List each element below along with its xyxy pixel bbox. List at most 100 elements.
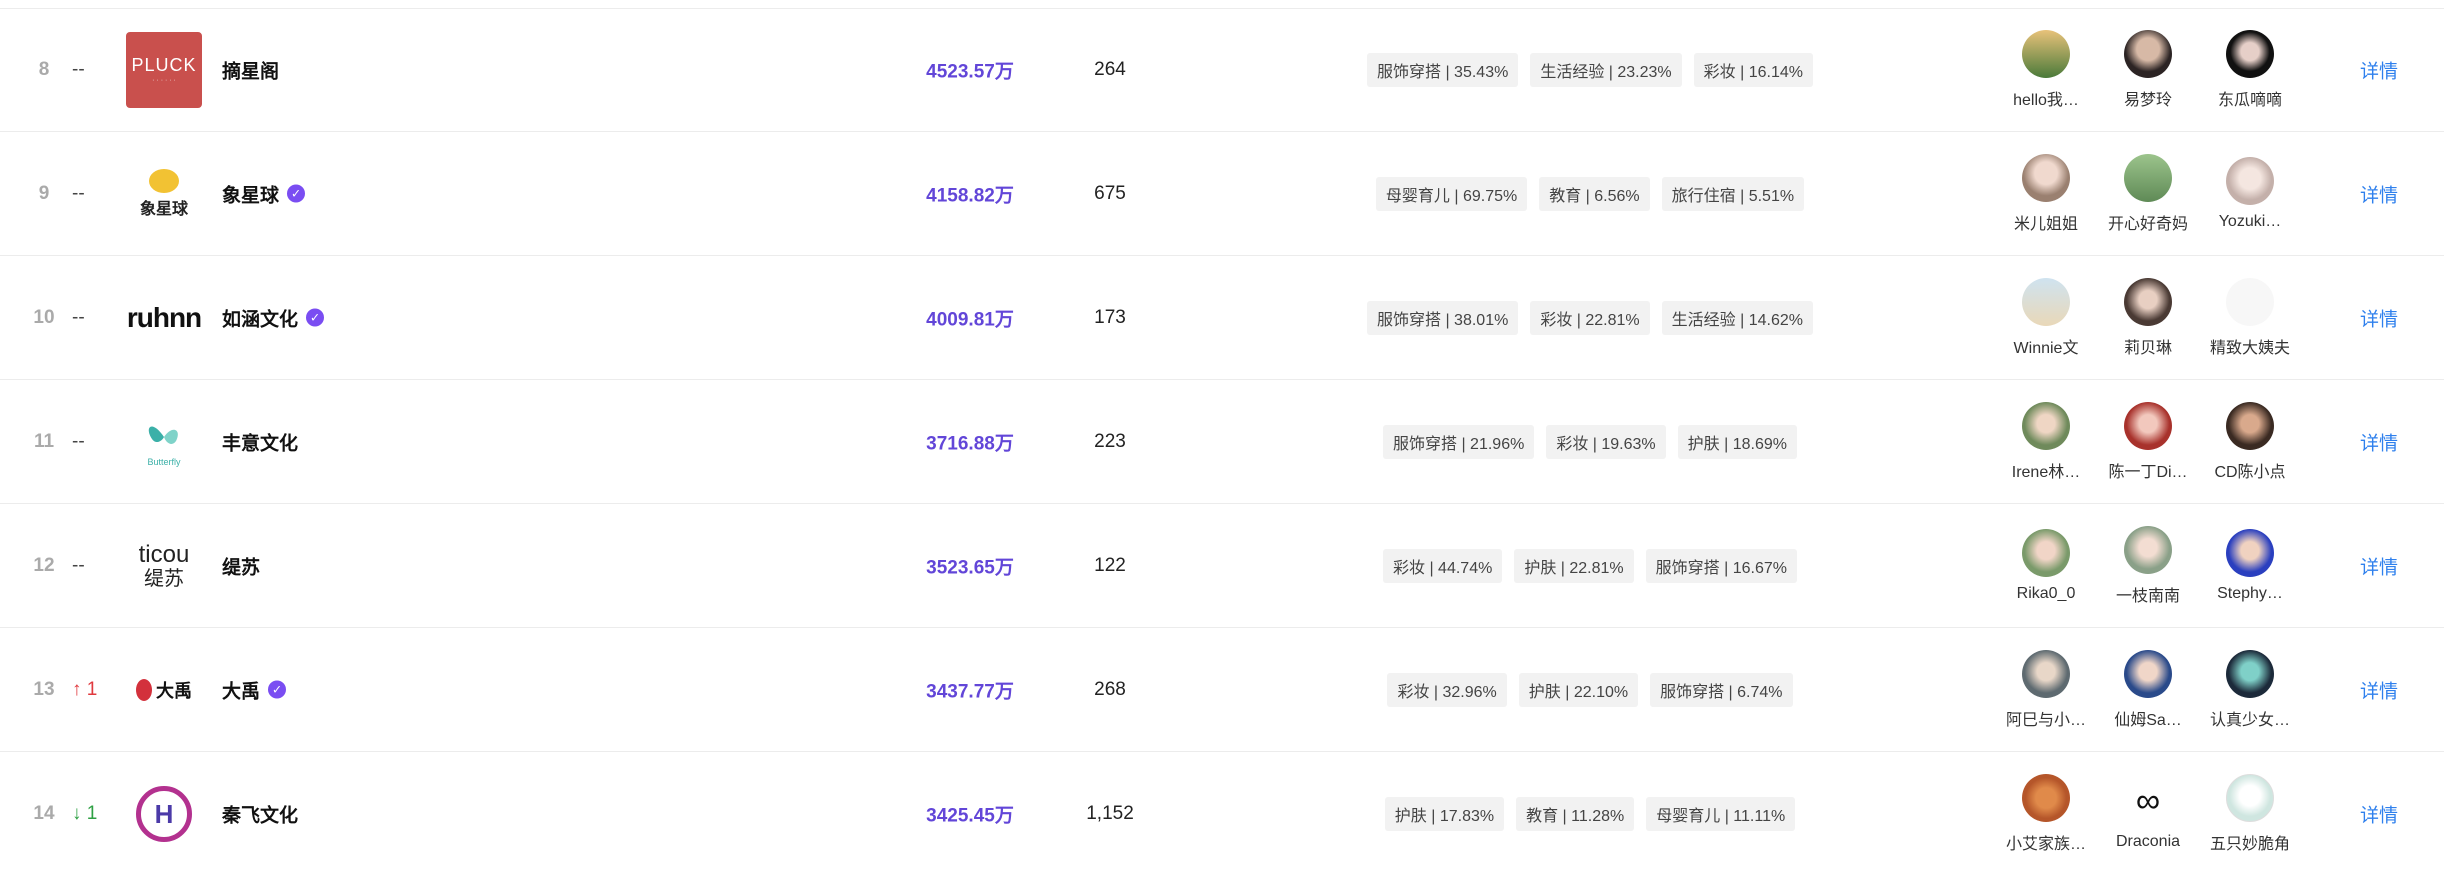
table-row[interactable]: 11 -- Butterfly 丰意文化 3716.88万 223 服饰穿搭 |… xyxy=(0,380,2444,504)
table-row[interactable]: 13 ↑ 1 大禹 大禹 ✓ 3437.77万 268 彩妆 | 32.96% … xyxy=(0,628,2444,752)
avatar xyxy=(2022,153,2070,202)
avatar xyxy=(2022,528,2070,577)
kol-avatar-item[interactable]: 米儿姐姐 xyxy=(1998,153,2094,234)
kol-avatar-item[interactable]: 阿巳与小… xyxy=(1998,649,2094,730)
category-tag: 彩妆 | 22.81% xyxy=(1530,300,1650,335)
gmv-value: 4009.81万 xyxy=(926,309,1014,330)
kol-avatar-item[interactable]: 小艾家族… xyxy=(1998,774,2094,854)
avatar xyxy=(2226,774,2274,822)
category-tags: 服饰穿搭 | 21.96% 彩妆 | 19.63% 护肤 | 18.69% xyxy=(1220,424,1960,459)
avatar xyxy=(2124,525,2172,574)
category-tag: 护肤 | 18.69% xyxy=(1677,424,1797,459)
avatar xyxy=(2226,156,2274,205)
company-name[interactable]: 摘星阁 xyxy=(222,61,280,83)
category-tag: 护肤 | 17.83% xyxy=(1384,797,1505,831)
category-tag: 彩妆 | 44.74% xyxy=(1383,548,1503,583)
category-tag: 服饰穿搭 | 21.96% xyxy=(1383,424,1535,459)
category-tags: 彩妆 | 44.74% 护肤 | 22.81% 服饰穿搭 | 16.67% xyxy=(1220,548,1960,583)
company-name[interactable]: 秦飞文化 xyxy=(222,805,299,827)
kol-avatar-item[interactable]: 易梦玲 xyxy=(2100,30,2196,110)
company-name[interactable]: 象星球 ✓ xyxy=(222,180,306,207)
avatar xyxy=(2226,30,2274,78)
verified-icon: ✓ xyxy=(268,680,287,699)
category-tag: 生活经验 | 23.23% xyxy=(1530,53,1682,87)
category-tag: 生活经验 | 14.62% xyxy=(1661,300,1813,335)
kol-avatar-item[interactable]: Stephy… xyxy=(2202,528,2298,603)
company-logo: Butterfly xyxy=(126,404,202,480)
kol-avatar-item[interactable]: hello我… xyxy=(1998,30,2094,110)
rank-number: 10 xyxy=(33,306,55,328)
avatar xyxy=(2226,528,2274,577)
category-tag: 彩妆 | 19.63% xyxy=(1546,424,1666,459)
category-tags: 母婴育儿 | 69.75% 教育 | 6.56% 旅行住宿 | 5.51% xyxy=(1220,176,1960,211)
table-row[interactable]: 14 ↓ 1 H 秦飞文化 3425.45万 1,152 护肤 | 17.83%… xyxy=(0,752,2444,876)
detail-link[interactable]: 详情 xyxy=(2360,557,2399,578)
table-row[interactable]: 9 -- 象星球 象星球 ✓ 4158.82万 675 母婴育儿 | 69.75… xyxy=(0,132,2444,256)
kol-avatar-item[interactable]: 一枝南南 xyxy=(2100,525,2196,606)
company-logo: 象星球 xyxy=(126,155,202,232)
gmv-value: 3437.77万 xyxy=(926,681,1014,702)
infinity-icon: ∞ xyxy=(2135,781,2161,820)
kol-count: 122 xyxy=(1094,554,1126,576)
kol-avatar-item[interactable]: Irene林… xyxy=(1998,401,2094,482)
company-name[interactable]: 如涵文化 ✓ xyxy=(222,304,325,331)
kol-count: 1,152 xyxy=(1086,803,1134,824)
gmv-value: 3425.45万 xyxy=(926,805,1014,827)
category-tag: 护肤 | 22.10% xyxy=(1518,672,1639,707)
category-tag: 服饰穿搭 | 6.74% xyxy=(1650,672,1793,707)
rank-change: -- xyxy=(72,554,85,576)
avatar xyxy=(2022,401,2070,450)
avatar xyxy=(2022,649,2070,698)
kol-avatar-item[interactable]: 仙姆Sa… xyxy=(2100,649,2196,730)
detail-link[interactable]: 详情 xyxy=(2360,805,2399,827)
kol-count: 264 xyxy=(1094,59,1126,80)
detail-link[interactable]: 详情 xyxy=(2360,61,2399,83)
gmv-value: 3523.65万 xyxy=(926,557,1014,578)
rank-number: 13 xyxy=(33,678,55,700)
company-name[interactable]: 缇苏 xyxy=(222,557,261,578)
detail-link[interactable]: 详情 xyxy=(2360,185,2399,206)
kol-avatar-item[interactable]: Winnie文 xyxy=(1998,277,2094,358)
category-tags: 护肤 | 17.83% 教育 | 11.28% 母婴育儿 | 11.11% xyxy=(1220,797,1960,831)
rank-number: 8 xyxy=(38,59,50,80)
rank-change: -- xyxy=(72,306,85,328)
gmv-value: 4523.57万 xyxy=(926,61,1014,83)
avatar xyxy=(2022,774,2070,822)
company-name[interactable]: 大禹 ✓ xyxy=(222,676,287,703)
rank-number: 12 xyxy=(33,554,55,576)
kol-avatar-item[interactable]: Rika0_0 xyxy=(1998,528,2094,603)
verified-icon: ✓ xyxy=(287,184,306,203)
detail-link[interactable]: 详情 xyxy=(2360,681,2399,702)
kol-avatar-item[interactable]: 东瓜嘀嘀 xyxy=(2202,30,2298,110)
kol-avatar-item[interactable]: ∞ Draconia xyxy=(2100,777,2196,851)
company-name[interactable]: 丰意文化 xyxy=(222,433,299,454)
rank-number: 11 xyxy=(33,430,55,452)
kol-avatar-item[interactable]: 陈一丁Di… xyxy=(2100,401,2196,482)
rank-change-down: ↓ 1 xyxy=(72,803,98,824)
category-tag: 教育 | 11.28% xyxy=(1516,797,1635,831)
table-row[interactable]: 12 -- ticou 缇苏 缇苏 3523.65万 122 彩妆 | 44.7… xyxy=(0,504,2444,628)
detail-link[interactable]: 详情 xyxy=(2360,309,2399,330)
avatar xyxy=(2124,153,2172,202)
category-tags: 彩妆 | 32.96% 护肤 | 22.10% 服饰穿搭 | 6.74% xyxy=(1220,672,1960,707)
kol-avatar-item[interactable]: 精致大姨夫 xyxy=(2202,277,2298,358)
table-row[interactable]: 10 -- ruhnn 如涵文化 ✓ 4009.81万 173 服饰穿搭 | 3… xyxy=(0,256,2444,380)
kol-avatar-item[interactable]: 莉贝琳 xyxy=(2100,277,2196,358)
table-row[interactable]: 8 -- PLUCK · · · · · · 摘星阁 4523.57万 264 … xyxy=(0,8,2444,132)
category-tag: 服饰穿搭 | 35.43% xyxy=(1367,53,1519,87)
kol-avatar-item[interactable]: 开心好奇妈 xyxy=(2100,153,2196,234)
detail-link[interactable]: 详情 xyxy=(2360,433,2399,454)
gmv-value: 4158.82万 xyxy=(926,185,1014,206)
category-tag: 教育 | 6.56% xyxy=(1539,176,1650,211)
avatar xyxy=(2124,30,2172,78)
category-tag: 彩妆 | 16.14% xyxy=(1693,53,1813,87)
kol-avatar-item[interactable]: 五只妙脆角 xyxy=(2202,774,2298,854)
kol-avatar-item[interactable]: CD陈小点 xyxy=(2202,401,2298,482)
company-logo: 大禹 xyxy=(126,652,202,728)
kol-avatar-item[interactable]: Yozuki… xyxy=(2202,156,2298,231)
rank-change: -- xyxy=(72,430,85,452)
category-tag: 护肤 | 22.81% xyxy=(1514,548,1634,583)
company-logo: PLUCK · · · · · · xyxy=(126,32,202,108)
kol-avatar-item[interactable]: 认真少女… xyxy=(2202,649,2298,730)
